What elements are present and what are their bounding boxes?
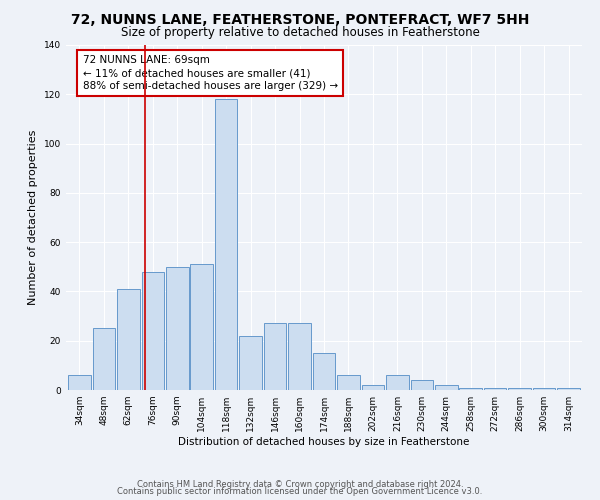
Bar bbox=[484, 388, 506, 390]
Bar bbox=[239, 336, 262, 390]
Bar bbox=[68, 375, 91, 390]
Bar bbox=[92, 328, 115, 390]
Text: 72, NUNNS LANE, FEATHERSTONE, PONTEFRACT, WF7 5HH: 72, NUNNS LANE, FEATHERSTONE, PONTEFRACT… bbox=[71, 12, 529, 26]
Bar bbox=[386, 375, 409, 390]
Y-axis label: Number of detached properties: Number of detached properties bbox=[28, 130, 38, 305]
Bar bbox=[190, 264, 213, 390]
Text: Contains HM Land Registry data © Crown copyright and database right 2024.: Contains HM Land Registry data © Crown c… bbox=[137, 480, 463, 489]
Bar bbox=[117, 289, 140, 390]
Bar bbox=[362, 385, 384, 390]
Bar bbox=[533, 388, 556, 390]
Text: 72 NUNNS LANE: 69sqm
← 11% of detached houses are smaller (41)
88% of semi-detac: 72 NUNNS LANE: 69sqm ← 11% of detached h… bbox=[83, 55, 338, 92]
Bar bbox=[142, 272, 164, 390]
Bar bbox=[410, 380, 433, 390]
Bar bbox=[508, 388, 531, 390]
Bar bbox=[264, 324, 286, 390]
Bar bbox=[215, 99, 238, 390]
Bar bbox=[288, 324, 311, 390]
X-axis label: Distribution of detached houses by size in Featherstone: Distribution of detached houses by size … bbox=[178, 437, 470, 447]
Bar bbox=[337, 375, 360, 390]
Bar bbox=[557, 388, 580, 390]
Text: Contains public sector information licensed under the Open Government Licence v3: Contains public sector information licen… bbox=[118, 487, 482, 496]
Bar bbox=[435, 385, 458, 390]
Bar bbox=[460, 388, 482, 390]
Text: Size of property relative to detached houses in Featherstone: Size of property relative to detached ho… bbox=[121, 26, 479, 39]
Bar bbox=[313, 353, 335, 390]
Bar bbox=[166, 267, 188, 390]
